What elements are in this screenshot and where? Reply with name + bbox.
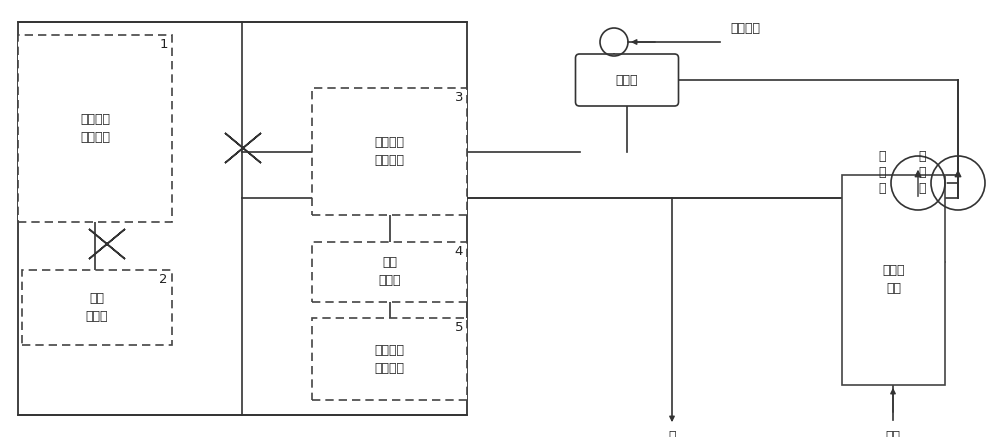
Text: 2: 2 bbox=[160, 273, 168, 286]
Polygon shape bbox=[89, 229, 125, 259]
Text: 水处理
装置: 水处理 装置 bbox=[882, 264, 905, 295]
Polygon shape bbox=[225, 133, 261, 163]
Bar bbox=[842, 175, 945, 385]
Polygon shape bbox=[225, 133, 261, 163]
Text: 流量
调节器: 流量 调节器 bbox=[86, 292, 108, 323]
Text: 3: 3 bbox=[454, 91, 463, 104]
Text: 1: 1 bbox=[160, 38, 168, 51]
Circle shape bbox=[890, 155, 946, 211]
Text: 给
水
泵: 给 水 泵 bbox=[879, 150, 886, 195]
Bar bbox=[18, 35, 172, 222]
Text: 流量
调节器: 流量 调节器 bbox=[378, 257, 401, 288]
Bar bbox=[312, 318, 467, 400]
Polygon shape bbox=[89, 229, 125, 259]
Bar bbox=[22, 270, 172, 345]
Bar bbox=[312, 242, 467, 302]
Text: 储能材料
补给系统: 储能材料 补给系统 bbox=[80, 113, 110, 144]
Text: 加热蒸汽: 加热蒸汽 bbox=[730, 21, 760, 35]
Text: 自来
水来: 自来 水来 bbox=[886, 430, 900, 437]
Bar bbox=[18, 22, 467, 415]
Bar bbox=[312, 88, 467, 215]
Text: 储能材料
放热单元: 储能材料 放热单元 bbox=[374, 136, 404, 167]
Text: 至
蒸
汽
用
户: 至 蒸 汽 用 户 bbox=[668, 430, 676, 437]
Text: 5: 5 bbox=[454, 321, 463, 334]
Text: 给
水
泵: 给 水 泵 bbox=[918, 150, 926, 195]
FancyBboxPatch shape bbox=[576, 54, 678, 106]
Text: 除氧器: 除氧器 bbox=[616, 73, 638, 87]
Text: 储能材料
吸热单元: 储能材料 吸热单元 bbox=[374, 343, 404, 375]
Text: 4: 4 bbox=[455, 245, 463, 258]
